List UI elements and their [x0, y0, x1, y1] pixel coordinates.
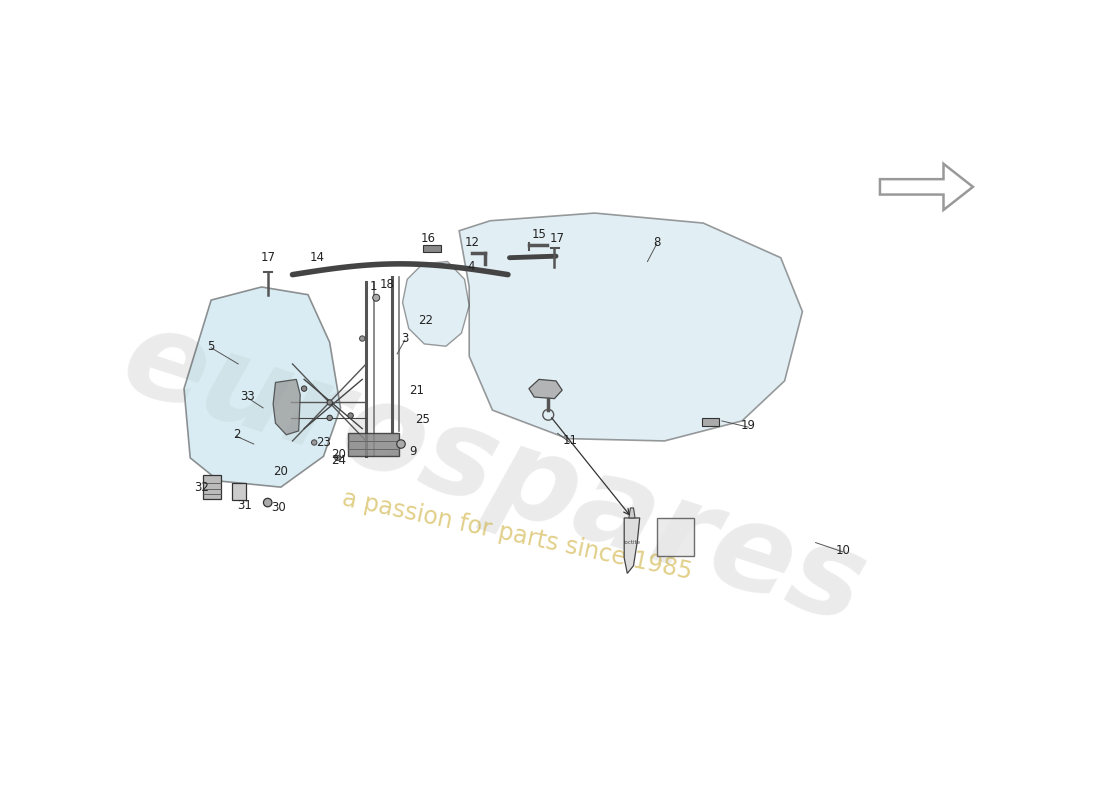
- Text: 30: 30: [272, 502, 286, 514]
- Circle shape: [311, 440, 317, 445]
- Text: 5: 5: [208, 340, 214, 353]
- Circle shape: [327, 400, 332, 405]
- Polygon shape: [529, 379, 562, 398]
- Text: 17: 17: [261, 251, 275, 264]
- Text: 19: 19: [740, 419, 756, 432]
- Polygon shape: [624, 518, 640, 574]
- Text: 11: 11: [562, 434, 578, 447]
- Text: 9: 9: [409, 446, 417, 458]
- Text: 1: 1: [370, 281, 377, 294]
- Circle shape: [348, 413, 353, 418]
- Text: 22: 22: [418, 314, 433, 327]
- Text: eurospares: eurospares: [109, 298, 880, 648]
- Circle shape: [397, 440, 405, 448]
- Text: 15: 15: [531, 228, 547, 241]
- Polygon shape: [459, 213, 803, 441]
- Polygon shape: [657, 518, 694, 557]
- Text: 20: 20: [331, 447, 346, 461]
- Circle shape: [327, 415, 332, 421]
- Polygon shape: [273, 379, 300, 435]
- Circle shape: [301, 386, 307, 391]
- Text: 24: 24: [331, 454, 346, 466]
- Text: 25: 25: [416, 413, 430, 426]
- Polygon shape: [204, 475, 221, 499]
- Polygon shape: [629, 508, 635, 518]
- Text: 18: 18: [379, 278, 395, 291]
- Polygon shape: [422, 245, 441, 251]
- Text: 12: 12: [465, 236, 480, 249]
- Circle shape: [373, 294, 380, 302]
- Text: 8: 8: [653, 236, 660, 249]
- Text: 3: 3: [402, 332, 408, 345]
- Text: 10: 10: [835, 544, 850, 557]
- Circle shape: [334, 455, 340, 461]
- Text: 2: 2: [233, 428, 241, 442]
- Polygon shape: [349, 434, 399, 456]
- Text: 20: 20: [274, 466, 288, 478]
- Text: 33: 33: [240, 390, 255, 403]
- Text: 16: 16: [420, 232, 436, 245]
- Text: 23: 23: [316, 436, 331, 449]
- Polygon shape: [184, 287, 341, 487]
- Text: loctite: loctite: [624, 540, 640, 545]
- Polygon shape: [232, 482, 246, 500]
- Text: 4: 4: [468, 261, 474, 274]
- Text: 21: 21: [409, 384, 424, 397]
- Text: 17: 17: [550, 232, 565, 245]
- Circle shape: [263, 498, 272, 506]
- Text: 32: 32: [195, 481, 209, 494]
- Polygon shape: [702, 418, 718, 426]
- Circle shape: [360, 336, 365, 342]
- Text: 14: 14: [310, 251, 324, 264]
- Text: 31: 31: [236, 499, 252, 512]
- Polygon shape: [403, 262, 470, 346]
- Text: a passion for parts since 1985: a passion for parts since 1985: [340, 486, 694, 584]
